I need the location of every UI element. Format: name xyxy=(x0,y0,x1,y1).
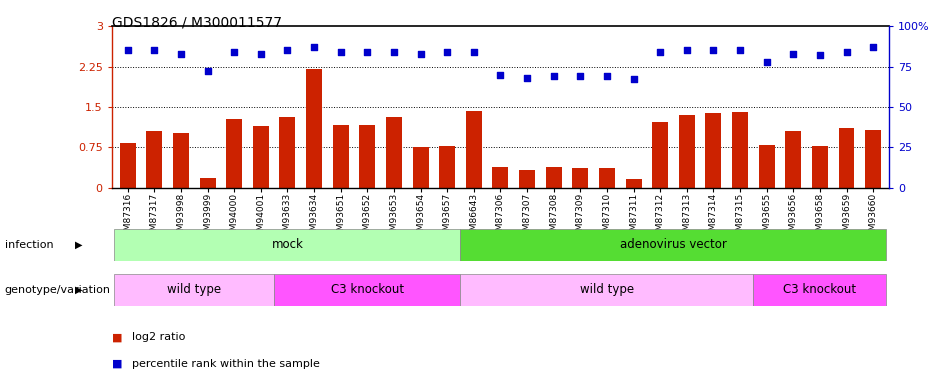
Point xyxy=(626,76,641,82)
Bar xyxy=(865,130,881,188)
Bar xyxy=(120,143,136,188)
Bar xyxy=(412,147,428,188)
Bar xyxy=(461,274,753,306)
Bar xyxy=(546,167,561,188)
Point xyxy=(306,44,321,50)
Bar xyxy=(679,115,695,188)
Bar xyxy=(519,170,535,188)
Bar xyxy=(706,113,722,188)
Bar xyxy=(753,274,886,306)
Bar xyxy=(279,117,295,188)
Text: wild type: wild type xyxy=(168,283,222,296)
Point xyxy=(600,73,614,79)
Bar xyxy=(573,168,588,188)
Bar xyxy=(306,69,322,188)
Bar xyxy=(253,126,269,188)
Point xyxy=(813,52,828,58)
Text: adenovirus vector: adenovirus vector xyxy=(620,238,727,251)
Bar xyxy=(732,112,748,188)
Point xyxy=(492,72,507,78)
Bar xyxy=(274,274,461,306)
Text: GDS1826 / M300011577: GDS1826 / M300011577 xyxy=(112,15,282,29)
Point xyxy=(466,49,481,55)
Bar xyxy=(115,229,461,261)
Point xyxy=(866,44,881,50)
Bar xyxy=(359,124,375,188)
Point xyxy=(333,49,348,55)
Point xyxy=(786,51,801,57)
Bar xyxy=(626,180,641,188)
Point xyxy=(653,49,668,55)
Bar xyxy=(173,133,189,188)
Point xyxy=(759,59,774,65)
Bar xyxy=(466,111,481,188)
Bar xyxy=(839,128,855,188)
Point xyxy=(519,75,534,81)
Point xyxy=(413,51,428,57)
Point xyxy=(147,48,162,54)
Bar xyxy=(461,229,886,261)
Point xyxy=(120,48,135,54)
Text: C3 knockout: C3 knockout xyxy=(331,283,404,296)
Point xyxy=(439,49,454,55)
Text: ▶: ▶ xyxy=(75,285,83,295)
Text: genotype/variation: genotype/variation xyxy=(5,285,111,295)
Text: C3 knockout: C3 knockout xyxy=(783,283,857,296)
Point xyxy=(546,73,561,79)
Point xyxy=(173,51,188,57)
Point xyxy=(386,49,401,55)
Point xyxy=(253,51,268,57)
Bar xyxy=(146,131,162,188)
Bar xyxy=(386,117,402,188)
Text: ■: ■ xyxy=(112,359,122,369)
Bar xyxy=(332,124,349,188)
Bar xyxy=(759,144,775,188)
Bar xyxy=(652,122,668,188)
Text: ▶: ▶ xyxy=(75,240,83,250)
Text: ■: ■ xyxy=(112,333,122,342)
Bar xyxy=(115,274,274,306)
Text: wild type: wild type xyxy=(580,283,634,296)
Point xyxy=(200,68,215,74)
Point xyxy=(573,73,587,79)
Text: log2 ratio: log2 ratio xyxy=(132,333,185,342)
Point xyxy=(839,49,854,55)
Bar xyxy=(439,146,455,188)
Text: percentile rank within the sample: percentile rank within the sample xyxy=(132,359,320,369)
Bar xyxy=(785,131,802,188)
Point xyxy=(360,49,375,55)
Point xyxy=(227,49,242,55)
Text: mock: mock xyxy=(272,238,304,251)
Bar xyxy=(199,178,216,188)
Point xyxy=(733,48,748,54)
Point xyxy=(280,48,295,54)
Bar xyxy=(812,146,828,188)
Point xyxy=(706,48,721,54)
Point xyxy=(680,48,695,54)
Bar xyxy=(492,167,508,188)
Text: infection: infection xyxy=(5,240,53,250)
Bar xyxy=(599,168,614,188)
Bar xyxy=(226,119,242,188)
